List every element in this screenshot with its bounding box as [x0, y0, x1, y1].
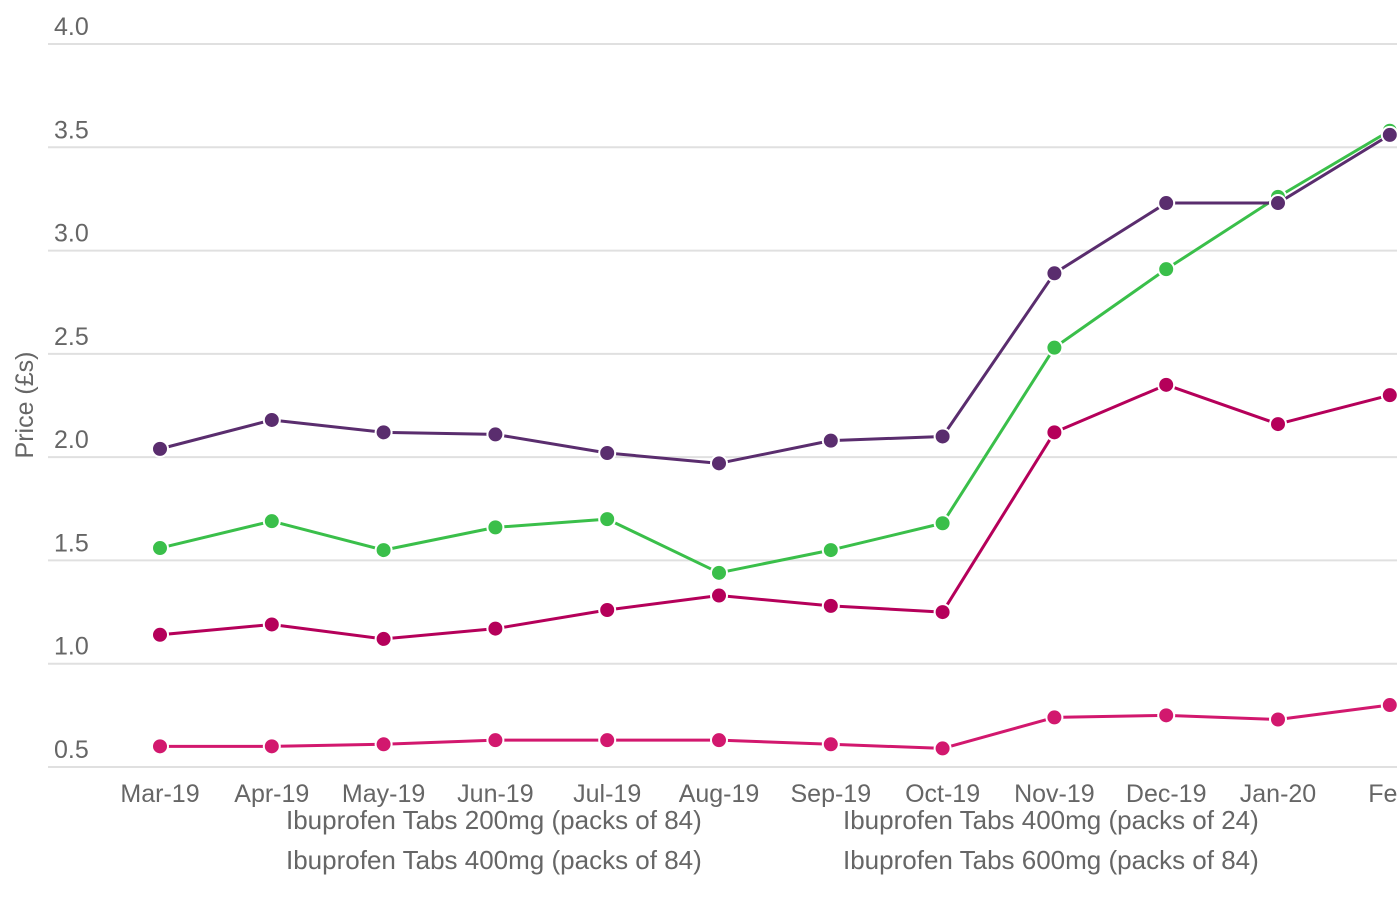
- data-point[interactable]: [1380, 696, 1397, 715]
- data-point[interactable]: [710, 563, 728, 582]
- x-tick-label: Apr-19: [234, 780, 309, 808]
- x-tick-label: Jun-19: [457, 780, 533, 808]
- data-point[interactable]: [598, 444, 617, 463]
- x-tick-label: Feb: [1368, 780, 1397, 808]
- data-point[interactable]: [598, 601, 617, 620]
- x-tick-label: May-19: [342, 780, 425, 808]
- y-tick-label: 0.5: [54, 736, 89, 764]
- data-point[interactable]: [821, 735, 840, 754]
- data-point[interactable]: [1157, 706, 1176, 725]
- data-point[interactable]: [1380, 125, 1397, 144]
- gridlines: [48, 43, 1397, 768]
- data-point[interactable]: [710, 731, 728, 750]
- series-group: [151, 125, 1397, 473]
- x-tick-label: Nov-19: [1014, 780, 1095, 808]
- series-line: [159, 133, 1391, 465]
- data-point[interactable]: [821, 596, 840, 615]
- data-point[interactable]: [1157, 194, 1176, 213]
- series-line: [160, 703, 1390, 750]
- data-point[interactable]: [598, 510, 617, 529]
- data-point[interactable]: [486, 425, 505, 444]
- series-group: [151, 121, 1397, 582]
- data-point[interactable]: [821, 541, 840, 560]
- x-tick-label: Oct-19: [905, 780, 980, 808]
- series-lines: [151, 121, 1397, 758]
- data-point[interactable]: [151, 439, 169, 458]
- y-tick-label: 2.0: [54, 426, 89, 454]
- data-point[interactable]: [374, 629, 393, 648]
- y-axis-ticks: 0.5 1.0 1.5 2.0 2.5 3.0 3.5 4.0: [54, 13, 89, 764]
- series-group: [151, 696, 1397, 758]
- data-point[interactable]: [1380, 386, 1397, 405]
- x-tick-label: Mar-19: [120, 780, 199, 808]
- data-point[interactable]: [262, 737, 281, 756]
- x-tick-label: Aug-19: [679, 780, 760, 808]
- data-point[interactable]: [933, 427, 952, 446]
- data-point[interactable]: [1269, 710, 1287, 729]
- data-point[interactable]: [1045, 264, 1064, 283]
- data-point[interactable]: [151, 625, 169, 644]
- series-line: [159, 129, 1391, 575]
- y-tick-label: 3.0: [54, 220, 89, 248]
- data-point[interactable]: [1045, 708, 1064, 727]
- data-point[interactable]: [1269, 415, 1287, 434]
- legend-item[interactable]: Ibuprofen Tabs 400mg (packs of 84): [286, 845, 702, 875]
- data-point[interactable]: [1045, 423, 1064, 442]
- y-tick-label: 4.0: [54, 13, 89, 41]
- data-point[interactable]: [710, 454, 728, 473]
- data-point[interactable]: [1045, 338, 1064, 357]
- data-point[interactable]: [374, 423, 393, 442]
- y-tick-label: 2.5: [54, 323, 89, 351]
- data-point[interactable]: [486, 731, 505, 750]
- legend-item[interactable]: Ibuprofen Tabs 200mg (packs of 84): [286, 805, 702, 835]
- x-axis-ticks: Mar-19 Apr-19 May-19 Jun-19 Jul-19 Aug-19 Sep-…: [120, 780, 1397, 808]
- data-point[interactable]: [1157, 260, 1176, 279]
- data-point[interactable]: [598, 731, 617, 750]
- x-tick-label: Jul-19: [573, 780, 641, 808]
- legend-item[interactable]: Ibuprofen Tabs 400mg (packs of 24): [843, 805, 1259, 835]
- y-tick-label: 1.0: [54, 633, 89, 661]
- data-point[interactable]: [486, 619, 505, 638]
- data-point[interactable]: [933, 603, 952, 622]
- data-point[interactable]: [151, 539, 169, 558]
- legend-item[interactable]: Ibuprofen Tabs 600mg (packs of 84): [843, 845, 1259, 875]
- data-point[interactable]: [1157, 375, 1176, 394]
- data-point[interactable]: [486, 518, 505, 537]
- data-point[interactable]: [262, 512, 281, 531]
- data-point[interactable]: [933, 739, 952, 758]
- data-point[interactable]: [933, 514, 952, 533]
- y-axis-title: Price (£s): [11, 352, 39, 459]
- series-line: [159, 383, 1391, 641]
- legend: Ibuprofen Tabs 200mg (packs of 84) Ibupro…: [286, 805, 1259, 875]
- data-point[interactable]: [374, 541, 393, 560]
- y-tick-label: 3.5: [54, 116, 89, 144]
- data-point[interactable]: [374, 735, 393, 754]
- series-group: [151, 375, 1397, 648]
- x-tick-label: Jan-20: [1240, 780, 1316, 808]
- data-point[interactable]: [262, 615, 281, 634]
- x-tick-label: Sep-19: [790, 780, 871, 808]
- data-point[interactable]: [821, 431, 840, 450]
- x-tick-label: Dec-19: [1126, 780, 1207, 808]
- data-point[interactable]: [1269, 194, 1287, 213]
- data-point[interactable]: [151, 737, 169, 756]
- y-tick-label: 1.5: [54, 529, 89, 557]
- data-point[interactable]: [710, 586, 728, 605]
- data-point[interactable]: [262, 410, 281, 429]
